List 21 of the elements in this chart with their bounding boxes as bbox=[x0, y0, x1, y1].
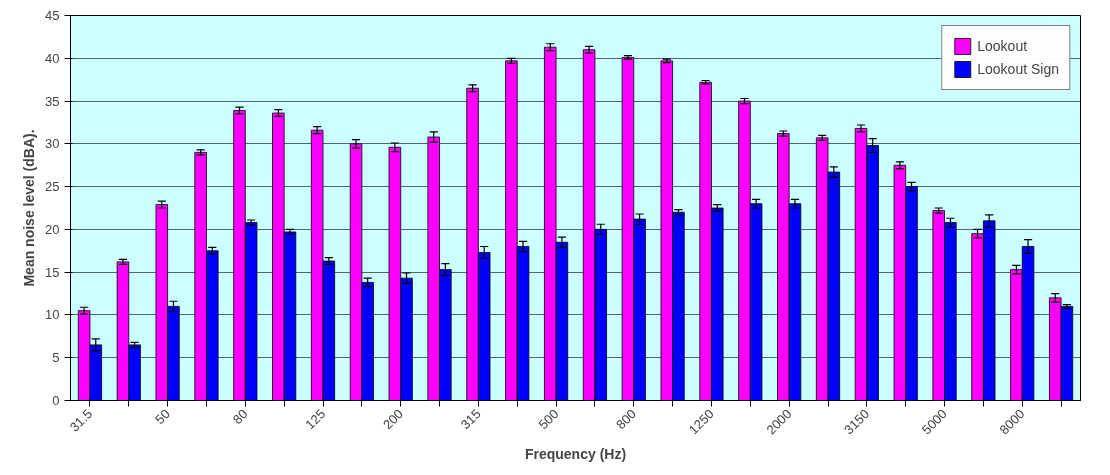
x-tick-label: 125 bbox=[302, 406, 329, 433]
y-axis-title: Mean noise level (dBA). bbox=[21, 129, 38, 287]
y-tick-label: 20 bbox=[45, 221, 60, 237]
legend-label: Lookout bbox=[977, 38, 1028, 54]
y-tick-label: 0 bbox=[52, 393, 60, 408]
x-axis-title: Frequency (Hz) bbox=[524, 446, 627, 463]
y-tick-label: 30 bbox=[45, 136, 60, 152]
x-tick-label: 800 bbox=[613, 406, 640, 433]
x-tick-label: 50 bbox=[152, 406, 173, 428]
x-tick-label: 80 bbox=[229, 406, 251, 428]
y-tick-label: 5 bbox=[52, 350, 60, 366]
x-tick-label: 500 bbox=[535, 406, 562, 433]
y-tick-label: 25 bbox=[45, 179, 60, 195]
y-tick-label: 15 bbox=[45, 264, 60, 280]
x-tick-label: 315 bbox=[457, 406, 484, 433]
y-tick-label: 10 bbox=[45, 307, 60, 323]
x-tick-label: 200 bbox=[380, 406, 406, 433]
y-tick-label: 35 bbox=[45, 93, 60, 109]
legend-label: Lookout Sign bbox=[977, 61, 1059, 77]
y-tick-label: 40 bbox=[45, 50, 60, 66]
y-tick-label: 45 bbox=[45, 8, 60, 23]
